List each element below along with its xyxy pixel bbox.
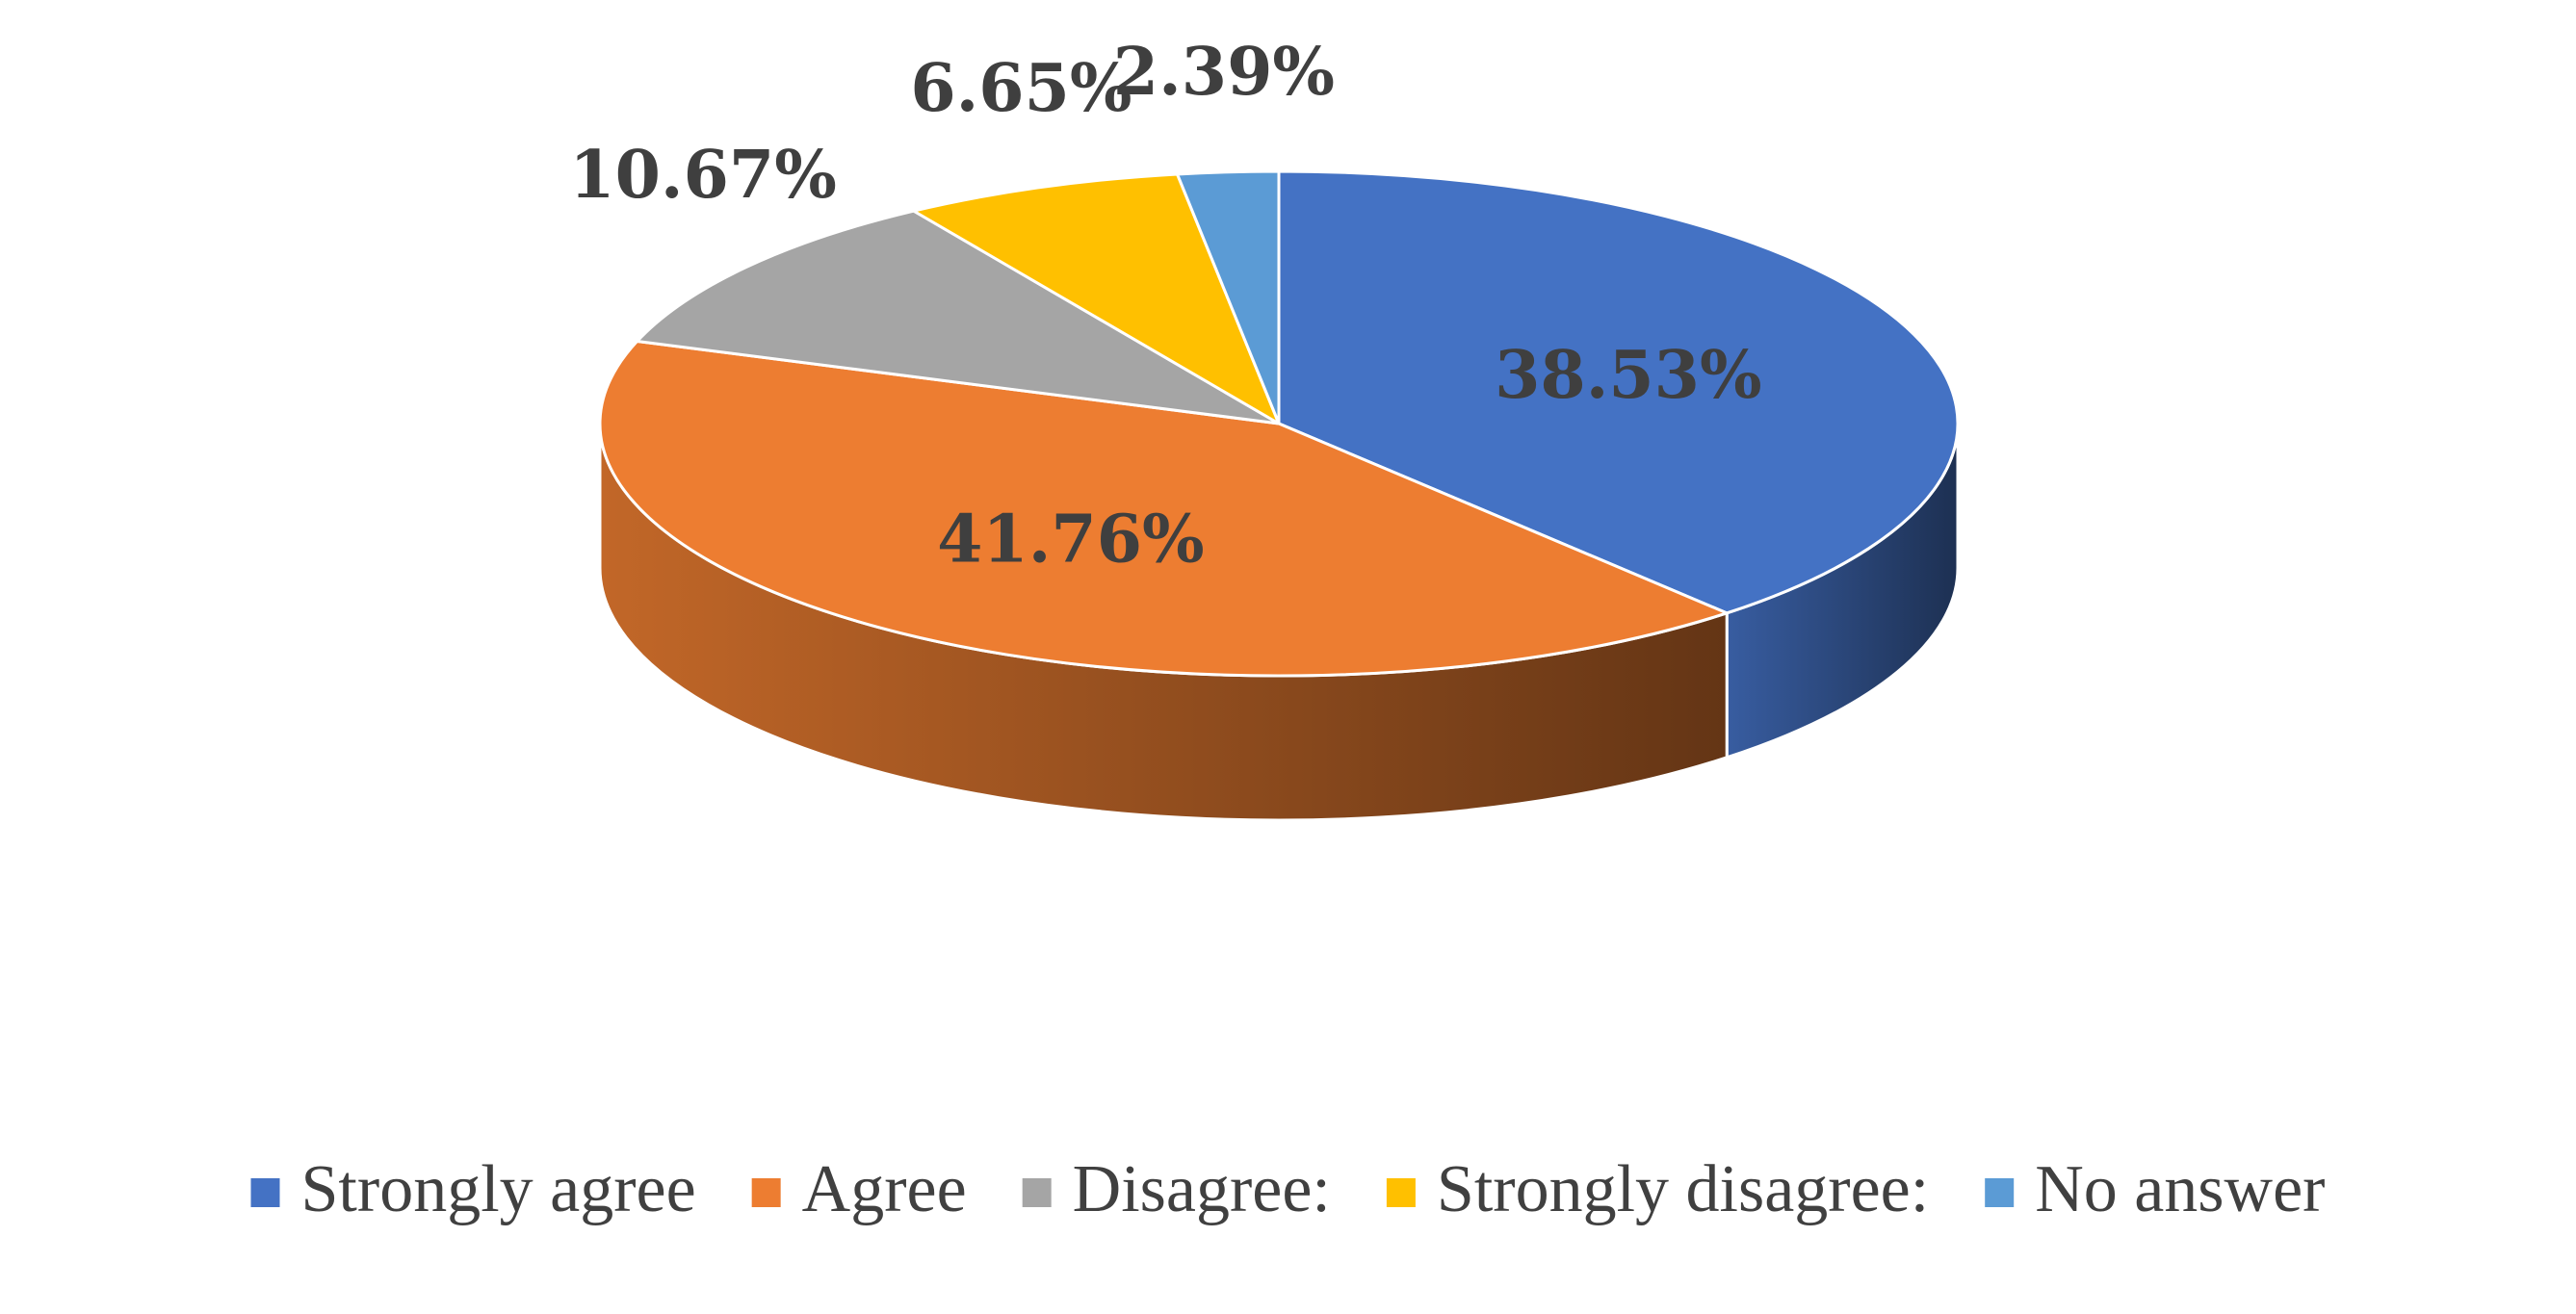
data-label-strongly-disagree: 6.65% <box>910 50 1132 127</box>
slice-no-answer <box>1176 169 1281 425</box>
data-label-agree: 41.76% <box>937 502 1205 579</box>
legend-label: Strongly disagree: <box>1437 1152 1929 1226</box>
legend-item-disagree: Disagree: <box>1022 1152 1331 1226</box>
data-label-disagree: 10.67% <box>569 137 837 214</box>
pie-tops <box>598 169 1960 678</box>
slice-agree <box>598 340 1729 678</box>
legend-label: No answer <box>2035 1152 2325 1226</box>
slice-strongly-agree <box>1277 169 1960 615</box>
legend-label: Disagree: <box>1073 1152 1331 1226</box>
legend-item-strongly-disagree: Strongly disagree: <box>1386 1152 1929 1226</box>
legend-item-no-answer: No answer <box>1985 1152 2325 1226</box>
legend-label: Strongly agree <box>301 1152 696 1226</box>
legend-label: Agree <box>802 1152 967 1226</box>
legend-item-agree: Agree <box>751 1152 967 1226</box>
legend-swatch <box>1985 1178 2015 1207</box>
data-label-strongly-agree: 38.53% <box>1495 337 1762 414</box>
data-label-no-answer: 2.39% <box>1113 34 1335 111</box>
legend-item-strongly-agree: Strongly agree <box>250 1152 696 1226</box>
legend-swatch <box>1022 1178 1052 1207</box>
legend-swatch <box>1386 1178 1416 1207</box>
legend-swatch <box>751 1178 781 1207</box>
legend-swatch <box>250 1178 280 1207</box>
legend: Strongly agree Agree Disagree: Strongly dis… <box>250 1152 2325 1226</box>
slice-disagree <box>636 209 1281 425</box>
slice-labels: 38.53% 41.76% 10.67% 6.65%2.39% <box>569 34 1761 579</box>
slice-strongly-disagree <box>912 172 1281 425</box>
